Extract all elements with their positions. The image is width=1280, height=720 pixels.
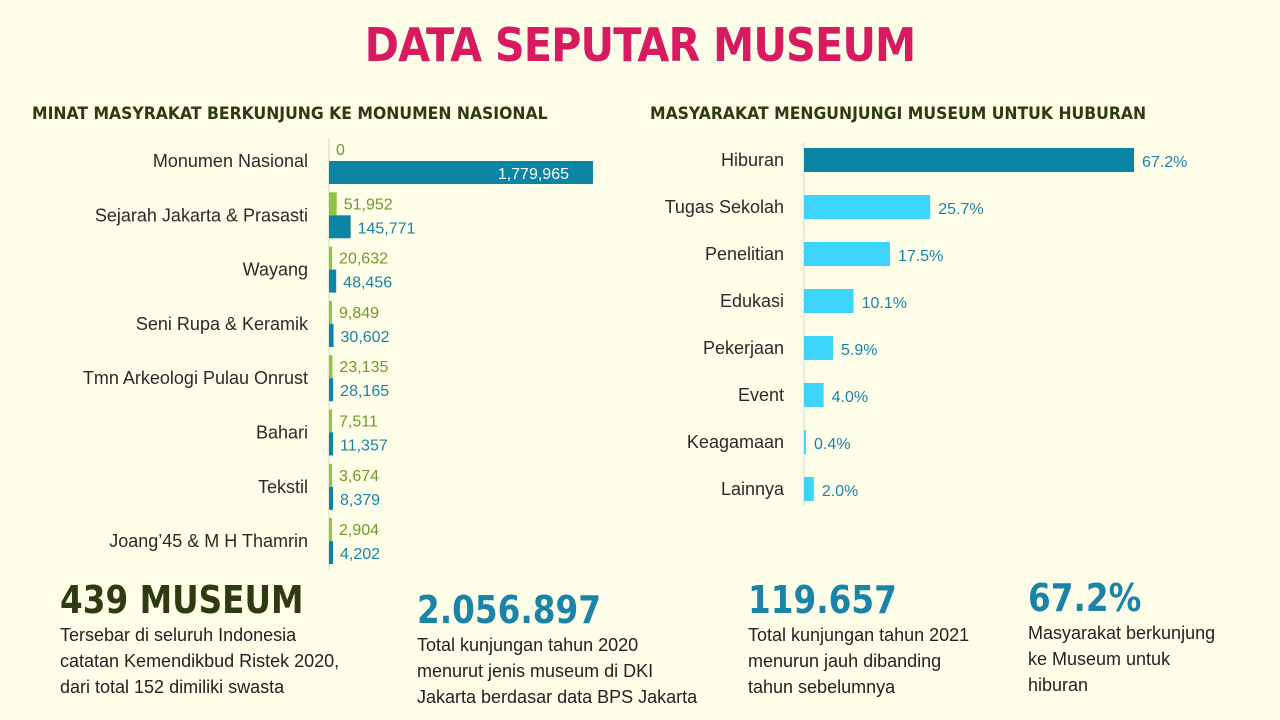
stat-desc-line: menurut jenis museum di DKI: [417, 661, 654, 681]
category-label: Seni Rupa & Keramik: [136, 314, 309, 334]
bar-label: 0.4%: [814, 436, 850, 453]
stat-desc-line: catatan Kemendikbud Ristek 2020,: [60, 651, 340, 671]
bar-label-teal: 145,771: [358, 220, 416, 237]
category-label: Bahari: [256, 423, 308, 443]
bar: [804, 289, 854, 313]
bar-teal: [329, 432, 333, 456]
right-chart-title: MASYARAKAT MENGUNJUNGI MUSEUM UNTUK HUBU…: [650, 104, 1147, 124]
stat-desc-line: Masyarakat berkunjung: [1028, 623, 1216, 643]
left-chart-title: MINAT MASYRAKAT BERKUNJUNG KE MONUMEN NA…: [32, 104, 548, 124]
category-label: Keagamaan: [687, 432, 784, 452]
bar-label: 25.7%: [938, 201, 983, 218]
bar-label-green: 20,632: [339, 251, 388, 268]
bar-green: [329, 300, 332, 324]
bar-green: [329, 355, 333, 379]
category-label: Hiburan: [721, 150, 784, 170]
bar: [804, 383, 824, 407]
category-label: Tekstil: [258, 477, 308, 497]
stat-value: 119.657: [748, 578, 897, 622]
bar-label-teal: 48,456: [343, 275, 392, 292]
bar-label: 5.9%: [841, 342, 877, 359]
stat-visits-2021: 119.657 Total kunjungan tahun 2021 menur…: [748, 578, 969, 700]
bar-green: [329, 246, 333, 270]
stat-desc-line: Tersebar di seluruh Indonesia: [60, 625, 297, 645]
bar: [804, 242, 890, 266]
museum-visits-chart: Monumen Nasional 0 1,779,965 Sejarah Jakart…: [83, 138, 593, 571]
bar-label-teal: 1,779,965: [498, 166, 569, 183]
bar-label: 67.2%: [1142, 154, 1187, 171]
category-label: Joang’45 & M H Thamrin: [109, 531, 308, 551]
bar-teal: [329, 323, 334, 347]
category-label: Lainnya: [721, 479, 785, 499]
category-label: Penelitian: [705, 244, 784, 264]
bar-green: [329, 409, 332, 433]
stat-desc-line: Jakarta berdasar data BPS Jakarta: [417, 687, 698, 707]
bar-green: [329, 463, 332, 487]
bar-teal: [329, 269, 337, 293]
category-label: Edukasi: [720, 291, 784, 311]
bar: [804, 336, 833, 360]
bar-label-green: 2,904: [339, 522, 379, 539]
category-label: Tmn Arkeologi Pulau Onrust: [83, 368, 308, 388]
stat-desc-line: menurun jauh dibanding: [748, 651, 942, 671]
bar-label: 17.5%: [898, 248, 943, 265]
bar-label-green: 0: [336, 142, 345, 159]
bar-label-teal: 11,357: [340, 438, 388, 455]
bar-label: 2.0%: [822, 483, 858, 500]
bar-green: [329, 518, 332, 542]
stat-value: 439 MUSEUM: [60, 578, 304, 622]
category-label: Pekerjaan: [703, 338, 784, 358]
category-label: Tugas Sekolah: [665, 197, 784, 217]
bar-label-green: 3,674: [339, 468, 379, 485]
bar-label-teal: 28,165: [340, 383, 389, 400]
bar-teal: [329, 541, 333, 565]
bar-label: 10.1%: [862, 295, 907, 312]
bar-label-green: 51,952: [344, 196, 393, 213]
category-label: Wayang: [243, 260, 308, 280]
bar-label: 4.0%: [832, 389, 868, 406]
stat-desc-line: Total kunjungan tahun 2020: [417, 635, 639, 655]
stat-entertainment-share: 67.2% Masyarakat berkunjung ke Museum un…: [1028, 576, 1215, 698]
bar-label-teal: 8,379: [340, 492, 380, 509]
bar-label-teal: 4,202: [340, 546, 380, 563]
stat-value: 2.056.897: [417, 588, 602, 632]
stat-desc-line: dari total 152 dimiliki swasta: [60, 677, 285, 697]
category-label: Sejarah Jakarta & Prasasti: [95, 205, 308, 225]
category-label: Monumen Nasional: [153, 151, 308, 171]
bar: [804, 477, 814, 501]
page-title: DATA SEPUTAR MUSEUM: [364, 18, 917, 72]
stat-value: 67.2%: [1028, 576, 1142, 620]
stat-museum-count: 439 MUSEUM Tersebar di seluruh Indonesia…: [60, 578, 343, 700]
category-label: Event: [738, 385, 784, 405]
bar-teal: [329, 378, 334, 402]
stat-desc-line: ke Museum untuk: [1028, 649, 1171, 669]
stat-desc-line: tahun sebelumnya: [748, 677, 896, 697]
stat-visits-2020: 2.056.897 Total kunjungan tahun 2020 men…: [417, 588, 697, 710]
bar-label-green: 7,511: [339, 414, 378, 431]
bar: [804, 430, 806, 454]
stat-desc-line: hiburan: [1028, 675, 1089, 695]
bar-teal: [329, 161, 593, 184]
bar-label-teal: 30,602: [341, 329, 390, 346]
bar-label-green: 9,849: [339, 305, 379, 322]
stat-desc-line: Total kunjungan tahun 2021: [748, 625, 970, 645]
bar-teal: [329, 215, 351, 239]
bar: [804, 195, 931, 219]
bar: [804, 148, 1134, 172]
bar-teal: [329, 486, 333, 510]
bar-label-green: 23,135: [339, 359, 388, 376]
bar-green: [329, 192, 337, 216]
